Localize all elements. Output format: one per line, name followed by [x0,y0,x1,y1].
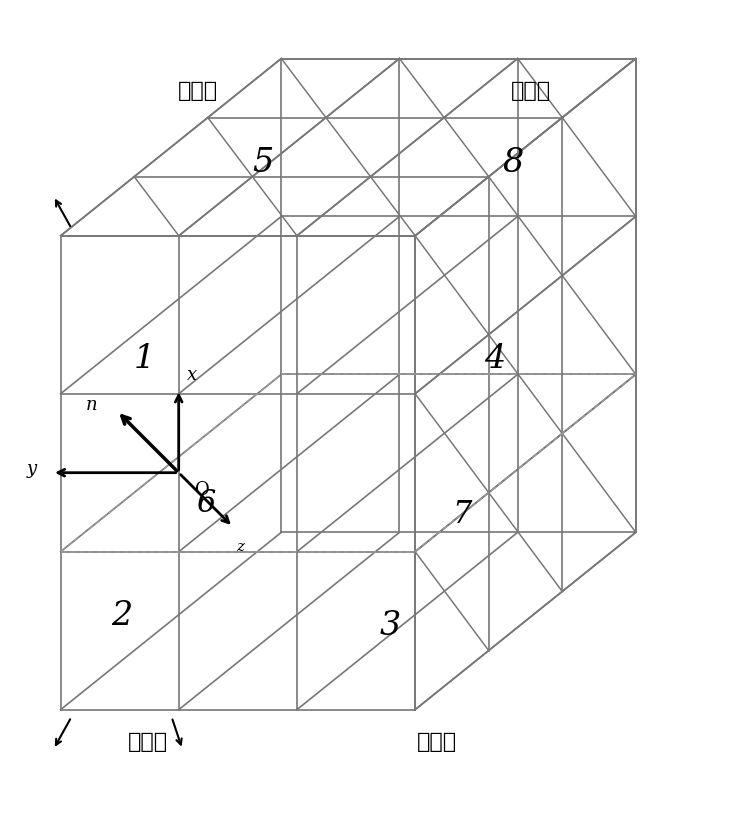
Text: 5: 5 [252,147,274,179]
Text: 顺时针: 顺时针 [417,732,457,752]
Text: 1: 1 [133,343,155,375]
Text: 2: 2 [112,600,133,632]
Text: 逆时针: 逆时针 [511,81,551,101]
Text: 6: 6 [195,488,215,519]
Text: 3: 3 [379,610,400,643]
Text: x: x [187,366,198,384]
Text: 4: 4 [484,343,505,375]
Text: 8: 8 [502,147,523,179]
Text: y: y [27,460,37,478]
Text: 逆时针: 逆时针 [128,732,168,752]
Text: 顺时针: 顺时针 [178,81,218,101]
Text: 7: 7 [453,499,472,529]
Text: n: n [86,396,98,415]
Text: z: z [237,540,244,554]
Text: O: O [195,482,209,500]
